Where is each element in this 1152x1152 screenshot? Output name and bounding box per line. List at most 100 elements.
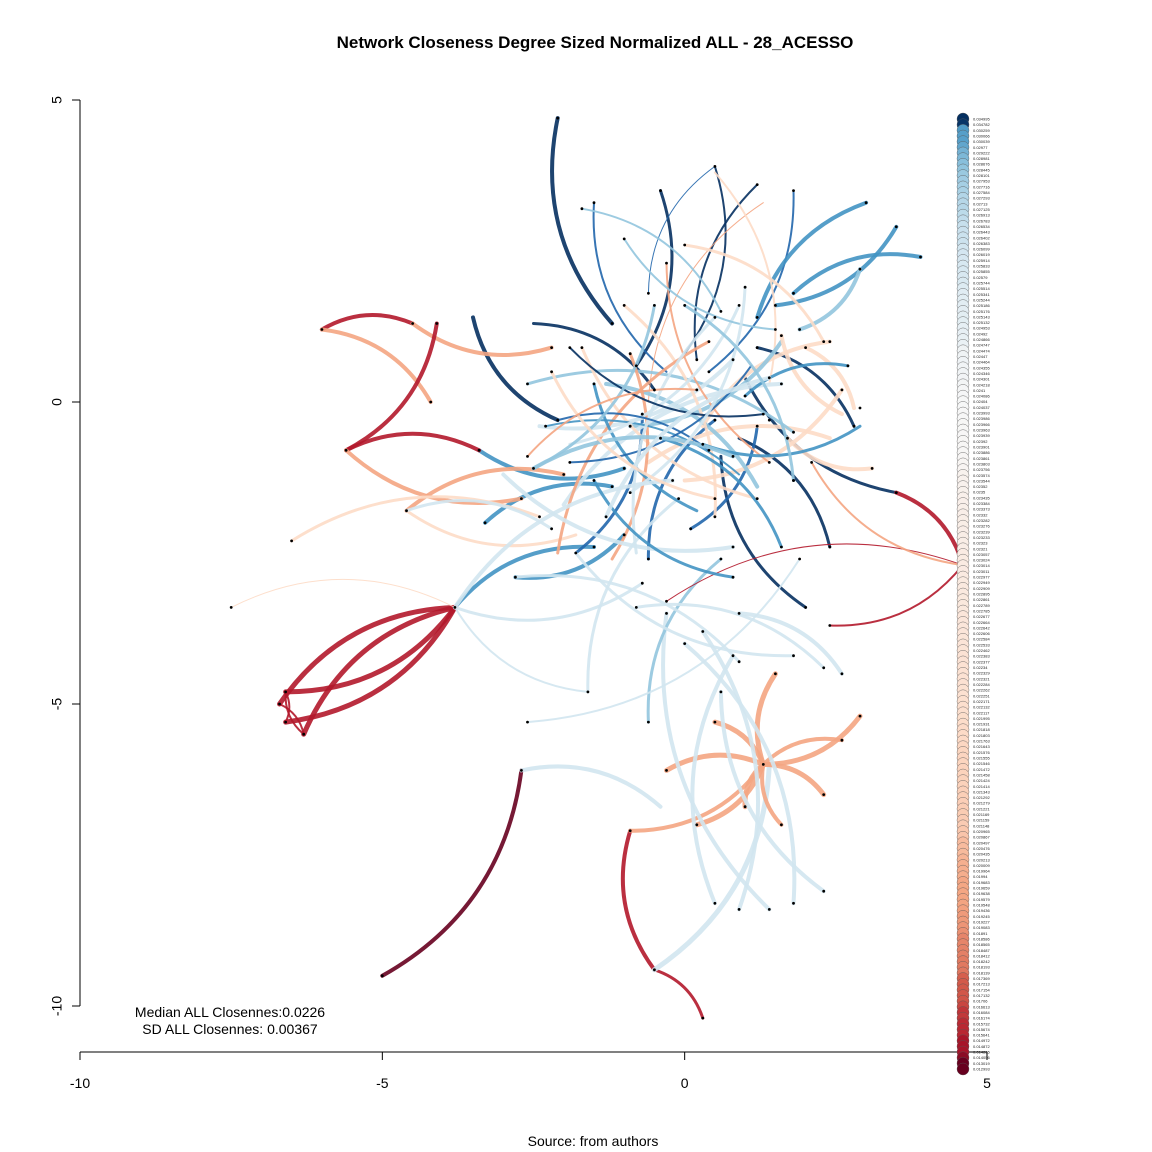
y-axis: 5 0 -5 -10 (49, 96, 81, 1016)
legend-label: 0.022321 (973, 676, 990, 681)
network-node (792, 189, 795, 193)
network-edge (779, 333, 844, 417)
chart-title: Network Closeness Degree Sized Normalize… (337, 33, 854, 52)
legend-label: 0.018487 (973, 948, 990, 953)
legend-label: 0.022251 (973, 693, 990, 698)
network-edge (344, 431, 482, 453)
network-node (592, 201, 596, 205)
network-node (628, 352, 632, 356)
network-node (550, 527, 553, 531)
legend-label: 0.02332 (973, 512, 988, 517)
legend-label: 0.021995 (973, 716, 990, 721)
network-node (647, 291, 650, 295)
network-edge (661, 611, 772, 912)
legend-label: 0.02579 (973, 275, 988, 280)
legend-label: 0.018242 (973, 959, 990, 964)
network-node (743, 394, 747, 398)
network-node (840, 672, 844, 676)
network-node (550, 370, 553, 374)
legend-label: 0.027125 (973, 207, 990, 212)
network-node (229, 606, 233, 609)
network-node (453, 606, 457, 609)
network-edge (785, 436, 875, 472)
network-edge (737, 611, 844, 676)
network-node (284, 720, 287, 724)
x-axis: -10 -5 0 5 (70, 1051, 991, 1091)
network-edge (694, 761, 766, 828)
network-node (701, 442, 705, 446)
legend-label: 0.021576 (973, 750, 990, 755)
legend-label: 0.019245 (973, 914, 990, 919)
legend-label: 0.021159 (973, 818, 990, 823)
network-node (483, 521, 487, 525)
legend-label: 0.020213 (973, 857, 990, 862)
legend-label: 0.023435 (973, 495, 990, 500)
network-edge (646, 557, 723, 724)
network-edge (278, 703, 305, 736)
network-edge (283, 604, 458, 695)
network-edge (634, 602, 826, 670)
legend-label: 0.022533 (973, 642, 990, 647)
network-edge (568, 346, 765, 418)
x-tick-label: -10 (70, 1075, 90, 1091)
network-node (701, 1016, 705, 1020)
legend-label: 0.023939 (973, 433, 990, 438)
legend-label: 0.020435 (973, 852, 990, 857)
network-node (810, 461, 813, 464)
legend-label: 0.021221 (973, 806, 990, 811)
legend-label: 0.022377 (973, 659, 990, 664)
network-node (707, 340, 711, 343)
legend-label: 0.028445 (973, 167, 990, 172)
network-edge (410, 321, 554, 357)
network-node (719, 310, 723, 313)
y-tick-label: 5 (49, 96, 65, 104)
legend-label: 0.022262 (973, 688, 990, 693)
median-stat: Median ALL Closennes:0.0226 (135, 1004, 325, 1020)
source-caption: Source: from authors (528, 1133, 659, 1149)
network-edge (301, 604, 458, 737)
network-node (780, 823, 783, 827)
legend-label: 0.018193 (973, 965, 990, 970)
legend-label: 0.028676 (973, 162, 990, 167)
network-edge (628, 339, 784, 429)
network-edge (683, 243, 826, 344)
legend-label: 0.019638 (973, 891, 990, 896)
legend-label: 0.012993 (973, 1067, 990, 1072)
legend-label: 0.0241 (973, 388, 986, 393)
network-edge (652, 968, 705, 1020)
network-edge (700, 629, 760, 912)
legend-label: 0.022383 (973, 654, 990, 659)
network-node (532, 467, 535, 470)
network-node (731, 455, 735, 458)
network-node (695, 358, 699, 362)
network-node (610, 322, 614, 325)
network-edge (659, 436, 783, 549)
network-node (665, 599, 668, 603)
legend-label: 0.025176 (973, 309, 990, 314)
legend-label: 0.021555 (973, 756, 990, 761)
network-node (634, 364, 638, 368)
legend-label: 0.025132 (973, 320, 990, 325)
legend-label: 0.024953 (973, 326, 990, 331)
legend-label: 0.022284 (973, 682, 990, 687)
network-node (290, 539, 293, 543)
legend-label: 0.02977 (973, 145, 988, 150)
network-edge (574, 412, 644, 555)
network-node (568, 461, 572, 464)
legend-label: 0.022977 (973, 575, 990, 580)
legend-label: 0.026383 (973, 241, 990, 246)
legend-label: 0.025855 (973, 269, 990, 274)
legend-label: 0.014056 (973, 1055, 990, 1060)
network-node (707, 448, 711, 452)
network-edge (622, 303, 717, 519)
network-edge (718, 689, 826, 894)
network-node (780, 334, 783, 337)
network-edge (828, 564, 964, 627)
network-node (731, 545, 735, 549)
legend-label: 0.01891 (973, 931, 988, 936)
legend-label: 0.024866 (973, 337, 990, 342)
x-tick-label: 5 (983, 1075, 991, 1091)
legend-label: 0.021472 (973, 767, 990, 772)
legend-label: 0.017369 (973, 976, 990, 981)
edges-layer (230, 116, 965, 1020)
